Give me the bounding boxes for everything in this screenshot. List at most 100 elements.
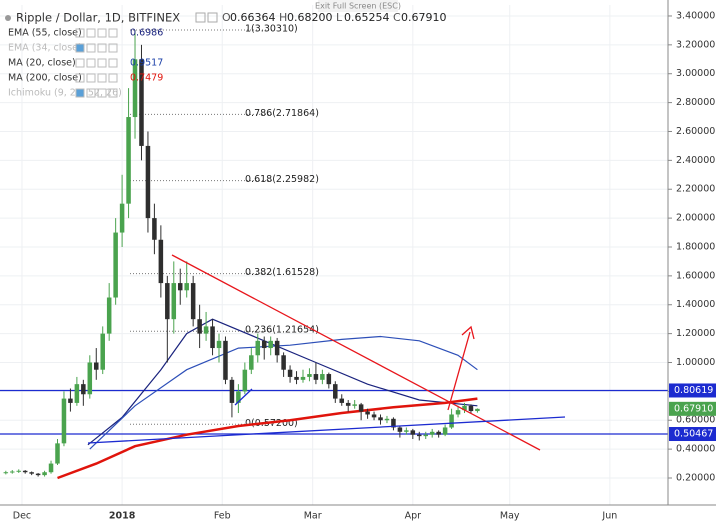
candle-body: [113, 232, 118, 298]
indicator-icon[interactable]: [86, 28, 96, 38]
ohlc-value: 0.67910: [401, 11, 447, 24]
candle-body: [436, 431, 441, 435]
exit-button[interactable]: [318, 0, 398, 12]
indicator-icon[interactable]: [108, 88, 118, 98]
candle-body: [106, 297, 112, 334]
candle-body: [397, 427, 403, 432]
arrow: [447, 331, 471, 411]
trend-line: [234, 388, 253, 406]
indicator-icon[interactable]: [97, 28, 107, 38]
candle-body: [3, 472, 9, 474]
candle-body: [197, 319, 202, 334]
fib-label: 0.236(1.21654): [245, 325, 319, 336]
candle-body: [87, 362, 93, 395]
indicator-value: 0.7479: [130, 73, 163, 84]
indicator-icon[interactable]: [108, 28, 118, 38]
x-tick-label: May: [500, 511, 520, 522]
indicator-icon[interactable]: [108, 43, 118, 53]
x-tick-label: 2018: [109, 511, 136, 522]
indicator-icon[interactable]: [97, 73, 107, 83]
candle-body: [236, 391, 241, 403]
y-tick-label: 0.20000: [676, 473, 715, 484]
y-tick-label: 2.80000: [676, 97, 715, 108]
ohlc: O 0.66364 H 0.68200 L 0.65254 C 0.67910: [222, 11, 447, 24]
candle-body: [126, 117, 131, 204]
candle-body: [216, 340, 222, 349]
indicator-icon[interactable]: [75, 58, 85, 68]
ohlc-key: C: [393, 11, 401, 24]
fib-label: 0.786(2.71864): [245, 108, 319, 119]
candle-body: [158, 239, 164, 284]
fib-label: 0.618(2.25982): [245, 174, 319, 185]
candle-body: [455, 410, 461, 415]
indicator-icon[interactable]: [86, 43, 96, 53]
ohlc-value: 0.66364: [230, 11, 276, 24]
last-price-tag: [669, 401, 716, 416]
candle-body: [468, 405, 474, 412]
trend-line: [87, 416, 566, 444]
candle-body: [268, 340, 273, 349]
x-tick-label: Apr: [405, 511, 422, 522]
ohlc-key: O: [222, 11, 231, 24]
candle-body: [210, 326, 215, 349]
icon[interactable]: [195, 12, 206, 23]
candle-body: [119, 203, 125, 233]
price-tag-label: 0.80619: [674, 385, 713, 396]
indicator-icon[interactable]: [108, 73, 118, 83]
candle-body: [139, 59, 144, 146]
indicator-icon[interactable]: [97, 43, 107, 53]
indicator-icon[interactable]: [108, 58, 118, 68]
indicator-name: MA (20, close): [8, 58, 76, 69]
price-axis: 0.200000.400000.600000.800001.000001.200…: [13, 10, 716, 522]
candle-body: [35, 473, 41, 476]
candle-body: [229, 379, 235, 403]
candle-body: [81, 384, 86, 395]
candle-body: [152, 218, 157, 240]
exit-label[interactable]: Exit Full Screen (ESC): [315, 2, 401, 11]
candle-body: [171, 283, 177, 320]
candle-body: [352, 404, 357, 406]
candle-body: [242, 369, 248, 392]
candle-body: [410, 430, 416, 435]
indicator-icon[interactable]: [75, 73, 85, 83]
y-tick-label: 2.40000: [676, 155, 715, 166]
candle-body: [100, 333, 105, 370]
candle-body: [61, 398, 67, 444]
x-tick-label: Mar: [304, 511, 322, 522]
candle-body: [300, 376, 306, 380]
last-price-label: 0.67910: [674, 403, 713, 414]
candle-body: [378, 417, 383, 421]
ohlc-value: 0.68200: [287, 11, 333, 24]
candle-body: [294, 376, 299, 380]
candle-body: [404, 430, 409, 432]
indicator-icon[interactable]: [97, 88, 107, 98]
candle-body: [74, 384, 80, 403]
header-icons[interactable]: [195, 12, 218, 23]
indicator-icon[interactable]: [86, 58, 96, 68]
icon[interactable]: [207, 12, 218, 23]
indicator-icon[interactable]: [75, 28, 85, 38]
indicator-icon[interactable]: [75, 88, 85, 98]
x-tick-label: Dec: [13, 511, 31, 522]
indicator-icon[interactable]: [86, 88, 96, 98]
y-tick-label: 1.20000: [676, 328, 715, 339]
candle-body: [287, 369, 293, 377]
candle-body: [261, 340, 267, 349]
y-tick-label: 1.60000: [676, 270, 715, 281]
candle-body: [255, 340, 261, 356]
y-tick-label: 1.80000: [676, 241, 715, 252]
candle-body: [249, 355, 254, 370]
indicator-value: 0.6986: [130, 28, 163, 39]
status-dot: [5, 15, 11, 21]
indicator-icon[interactable]: [86, 73, 96, 83]
candle-body: [475, 408, 480, 412]
indicator-icon[interactable]: [97, 58, 107, 68]
indicator-icon[interactable]: [75, 43, 85, 53]
candle-body: [10, 471, 15, 473]
indicator-name: MA (200, close): [8, 73, 82, 84]
candle-body: [307, 374, 312, 377]
candle-body: [442, 427, 448, 435]
x-tick-label: Feb: [214, 511, 231, 522]
candle-body: [333, 384, 338, 399]
